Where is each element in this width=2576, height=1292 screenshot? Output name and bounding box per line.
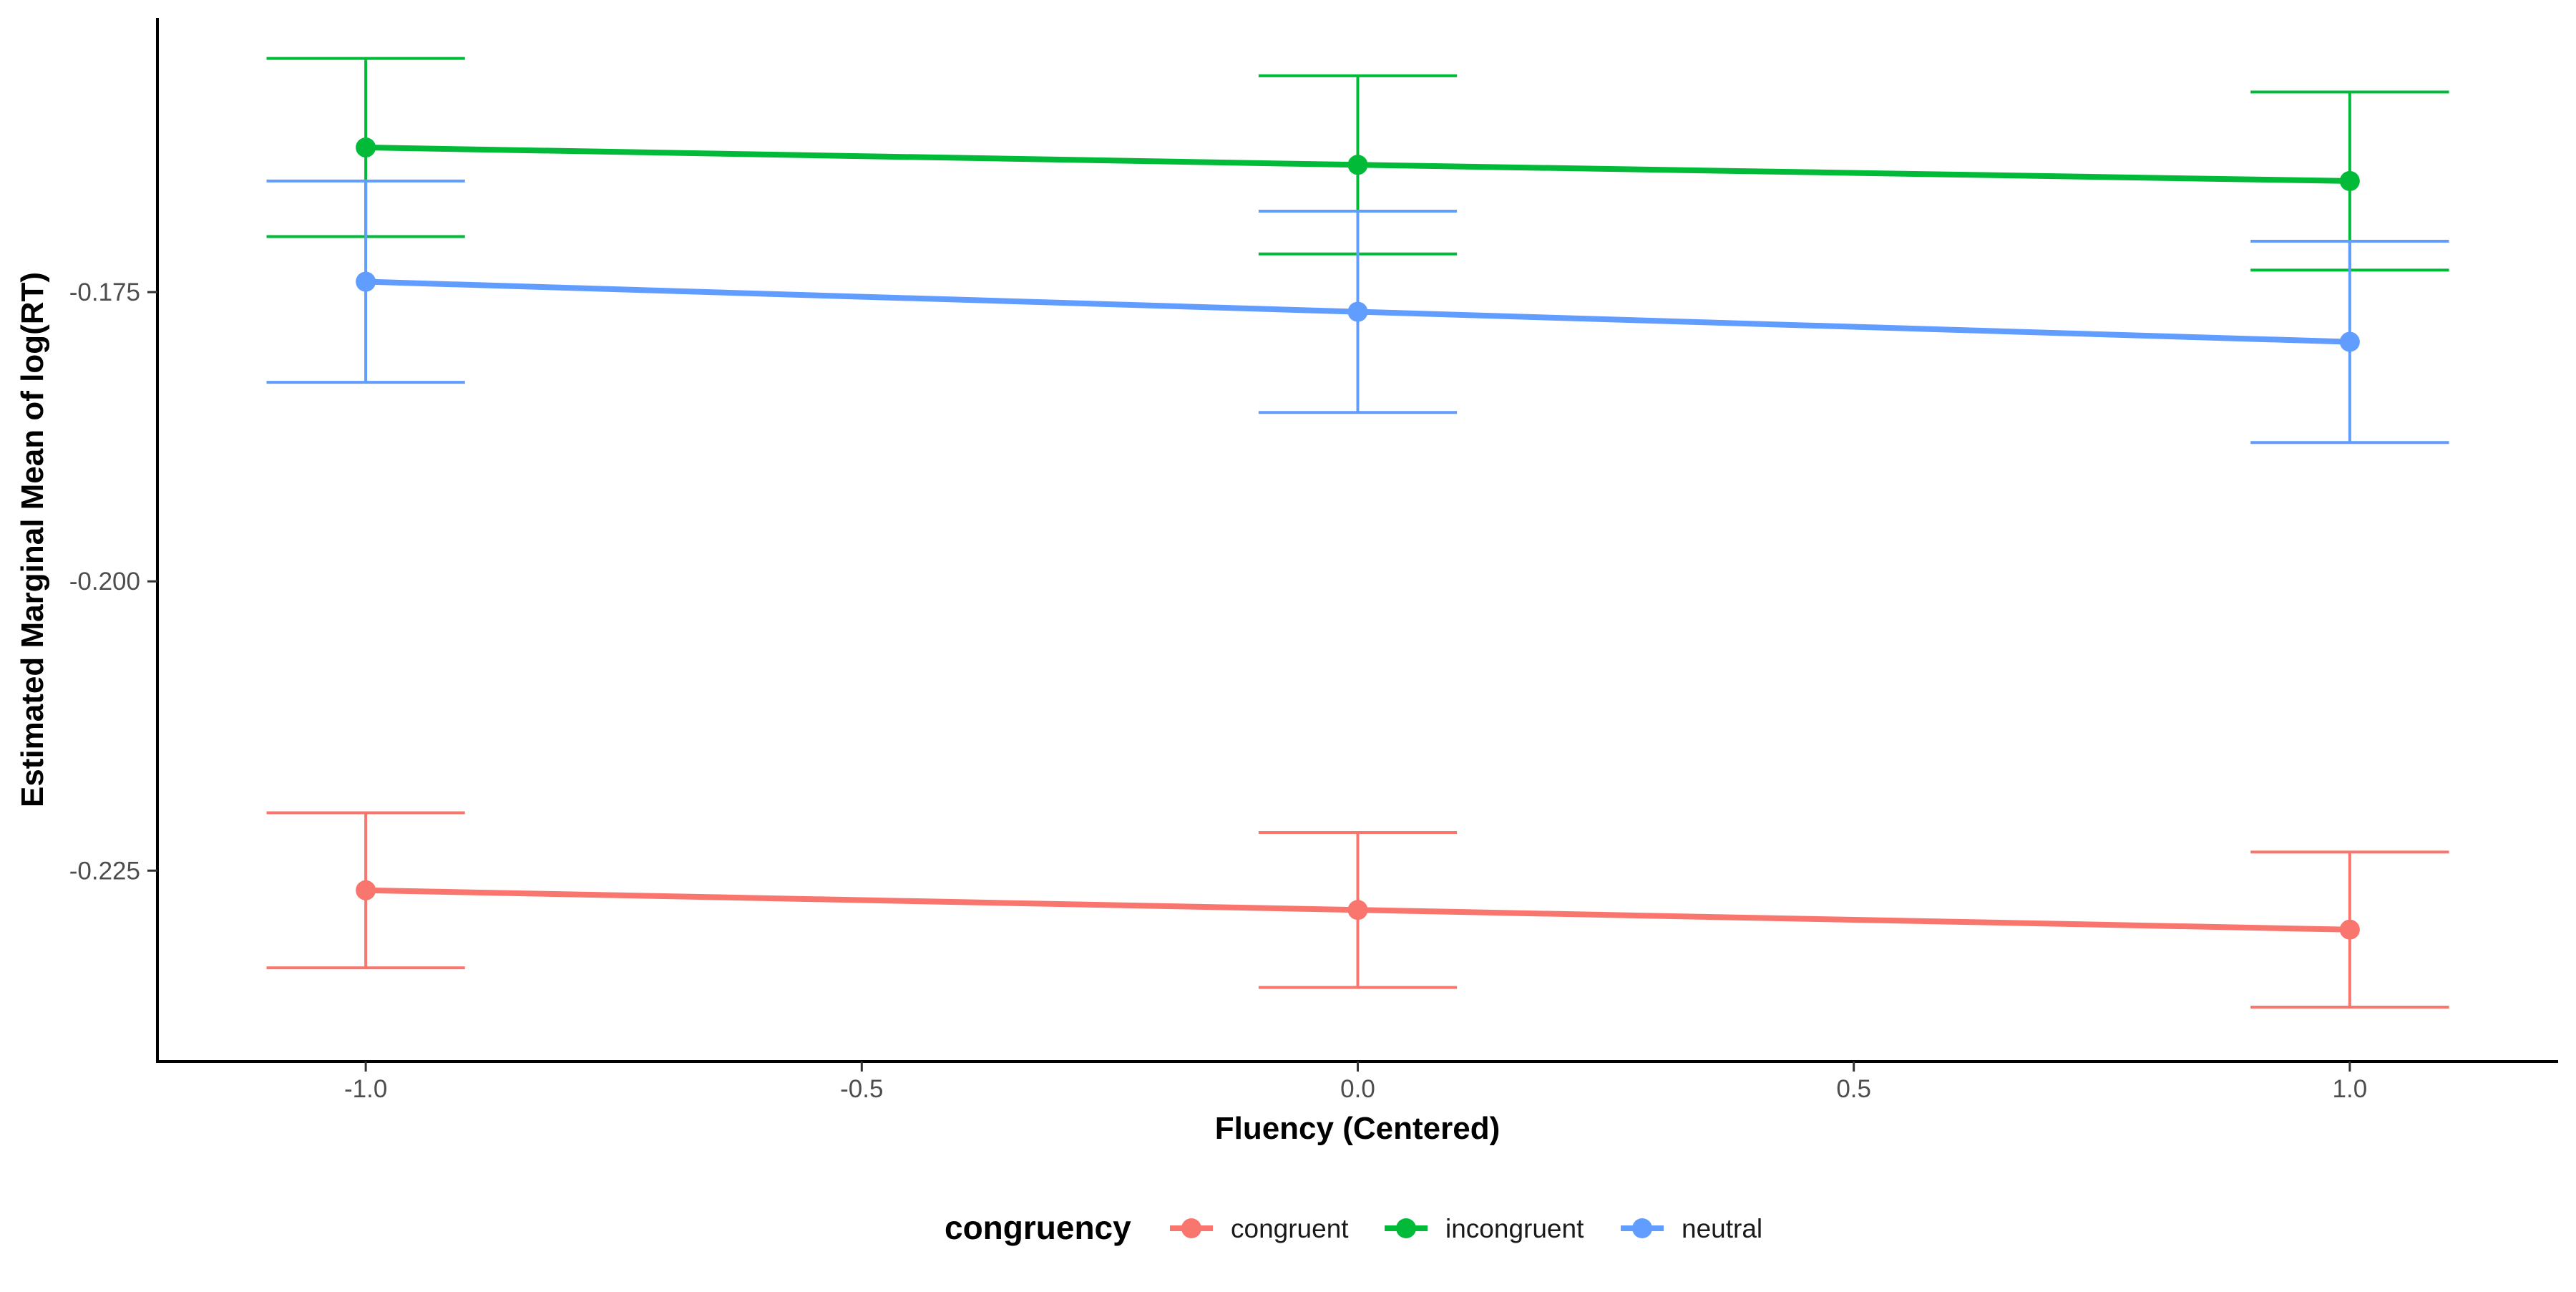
- y-tick-label: -0.225: [69, 857, 140, 885]
- x-tick-label: -1.0: [344, 1075, 387, 1103]
- legend-key-point: [1181, 1218, 1201, 1238]
- x-tick-label: 1.0: [2333, 1075, 2368, 1103]
- data-point: [356, 880, 376, 900]
- x-ticks: -1.0 -0.5 0.0 0.5 1.0: [344, 1062, 2367, 1103]
- series-congruent: [266, 811, 2449, 1009]
- legend-item-congruent: congruent: [1170, 1214, 1349, 1243]
- y-ticks: -0.175 -0.200 -0.225: [69, 278, 157, 885]
- data-point: [1347, 900, 1368, 921]
- legend-key-point: [1632, 1218, 1652, 1238]
- legend-items: congruent incongruent neutral: [1170, 1214, 1762, 1243]
- y-tick-label: -0.200: [69, 568, 140, 596]
- y-tick-label: -0.175: [69, 278, 140, 306]
- data-point: [356, 271, 376, 292]
- x-tick-label: 0.0: [1340, 1075, 1375, 1103]
- plot-area: [266, 57, 2449, 1009]
- legend-key-point: [1396, 1218, 1416, 1238]
- legend-label: incongruent: [1445, 1214, 1584, 1243]
- data-point: [2339, 170, 2360, 191]
- legend-item-incongruent: incongruent: [1385, 1214, 1584, 1243]
- x-tick-label: -0.5: [840, 1075, 883, 1103]
- data-point: [2339, 331, 2360, 352]
- legend-title: congruency: [945, 1209, 1131, 1246]
- x-tick-label: 0.5: [1836, 1075, 1871, 1103]
- data-point: [356, 137, 376, 158]
- series-neutral: [266, 179, 2449, 445]
- data-point: [2339, 919, 2360, 940]
- legend-label: congruent: [1231, 1214, 1349, 1243]
- data-point: [1347, 155, 1368, 175]
- x-axis-title: Fluency (Centered): [1215, 1111, 1501, 1146]
- y-axis-title: Estimated Marginal Mean of log(RT): [15, 272, 50, 807]
- legend-item-neutral: neutral: [1621, 1214, 1762, 1243]
- legend: congruency congruent incongruent neutral: [945, 1209, 1762, 1246]
- legend-label: neutral: [1682, 1214, 1762, 1243]
- data-point: [1347, 301, 1368, 322]
